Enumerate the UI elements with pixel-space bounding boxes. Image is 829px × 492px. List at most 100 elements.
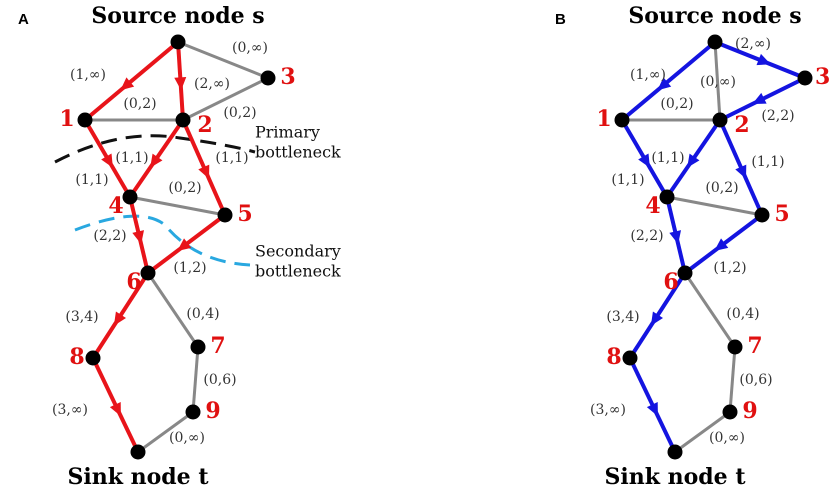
node [260, 70, 276, 86]
edge-label: (1,2) [173, 260, 206, 276]
node-label: 7 [747, 333, 762, 359]
edge [728, 346, 737, 413]
sink-title: Sink node t [604, 464, 746, 490]
node [622, 350, 638, 366]
node [217, 207, 233, 223]
edge-arrow [669, 230, 682, 245]
edge-arrow [174, 77, 187, 91]
node-label: 4 [108, 193, 123, 219]
edge-label: (0,2) [705, 180, 738, 196]
annotation: Secondary [255, 242, 341, 261]
edge-arrow [177, 238, 192, 251]
edge-arrow [113, 311, 126, 326]
node-label: 4 [645, 193, 660, 219]
edge-label: (0,∞) [700, 74, 736, 90]
edge [713, 41, 722, 121]
edge-arrow [752, 92, 767, 105]
edge-label: (3,∞) [52, 402, 88, 418]
node-label: 5 [774, 201, 789, 227]
edge-label: (0,2) [123, 96, 156, 112]
node-label: 8 [69, 344, 84, 370]
node-label: 6 [126, 269, 141, 295]
edge-label: (1,∞) [70, 67, 106, 83]
node [712, 112, 728, 128]
source-title: Source node s [91, 3, 264, 29]
edge-label: (0,2) [223, 105, 256, 121]
annotation: bottleneck [255, 262, 341, 281]
edge-label: (3,4) [606, 309, 639, 325]
edge-arrow [132, 230, 145, 245]
panel-letter: A [18, 11, 29, 28]
edge-arrow [687, 153, 700, 168]
edge [177, 40, 269, 80]
node [85, 350, 101, 366]
node-label: 6 [663, 269, 678, 295]
edge [620, 40, 717, 122]
node [667, 444, 683, 460]
edge-label: (0,2) [168, 180, 201, 196]
node [190, 339, 206, 355]
node-label: 9 [205, 398, 220, 424]
edge [129, 195, 226, 217]
node-label: 1 [59, 106, 74, 132]
edge [683, 272, 737, 348]
edge-label: (2,2) [761, 108, 794, 124]
edge-arrow [650, 311, 663, 326]
node [722, 404, 738, 420]
annotation: bottleneck [255, 143, 341, 162]
edge-arrow [120, 77, 135, 91]
secondary-bottleneck-curve [74, 214, 251, 267]
edge-label: (0,6) [203, 372, 236, 388]
node [170, 34, 186, 50]
node [175, 112, 191, 128]
edge-label: (1,1) [651, 150, 684, 166]
edge [146, 272, 200, 348]
node-label: 8 [606, 344, 621, 370]
edge [137, 410, 194, 454]
edge-label: (1,1) [115, 150, 148, 166]
edge-arrow [714, 238, 729, 251]
edge-label: (0,4) [186, 306, 219, 322]
node [707, 34, 723, 50]
edge-label: (1,1) [611, 172, 644, 188]
edge-label: (1,∞) [630, 67, 666, 83]
node-label: 1 [596, 106, 611, 132]
node [614, 112, 630, 128]
edge-label: (0,4) [726, 306, 759, 322]
edge-arrow [109, 401, 121, 417]
edge [191, 346, 200, 413]
edge-label: (2,∞) [735, 36, 771, 52]
edge-arrow [150, 153, 163, 168]
node [122, 189, 138, 205]
panel-letter: B [555, 11, 566, 28]
edge-arrow [657, 77, 672, 91]
edge-label: (1,1) [751, 154, 784, 170]
edge-label: (0,∞) [709, 430, 745, 446]
node [77, 112, 93, 128]
node [140, 265, 156, 281]
edge-label: (0,∞) [232, 40, 268, 56]
edge-label: (3,∞) [590, 402, 626, 418]
edge-label: (3,4) [65, 309, 98, 325]
edge-arrow [198, 164, 210, 179]
sink-title: Sink node t [67, 464, 209, 490]
node-label: 7 [210, 333, 225, 359]
edge-label: (1,1) [75, 172, 108, 188]
node-label: 9 [742, 398, 757, 424]
node [797, 70, 813, 86]
node-label: 3 [280, 64, 295, 90]
node [659, 189, 675, 205]
edge-arrow [756, 53, 771, 66]
edge-label: (0,2) [660, 96, 693, 112]
edge-label: (2,2) [93, 228, 126, 244]
edge-label: (1,2) [713, 260, 746, 276]
edge-arrow [101, 153, 113, 168]
edge [83, 40, 180, 122]
edge-label: (0,∞) [169, 430, 205, 446]
edge-label: (2,2) [630, 228, 663, 244]
edge-label: (0,6) [739, 372, 772, 388]
node [677, 265, 693, 281]
node [130, 444, 146, 460]
node-label: 2 [197, 112, 212, 138]
